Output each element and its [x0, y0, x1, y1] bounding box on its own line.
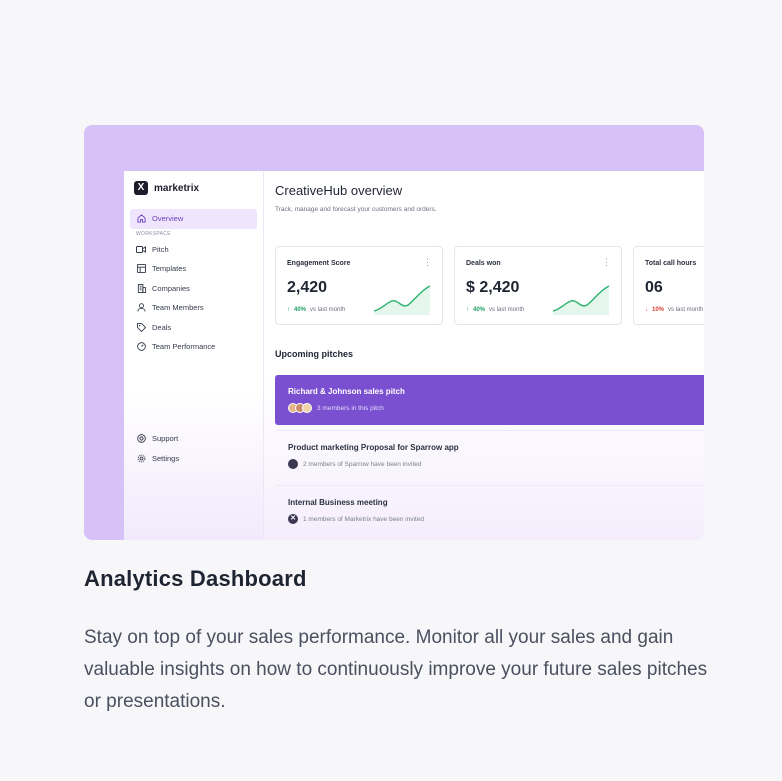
sidebar-item-templates[interactable]: Templates — [130, 259, 257, 279]
sidebar-item-team-performance[interactable]: Team Performance — [130, 337, 257, 357]
pitch-title: Richard & Johnson sales pitch — [288, 387, 405, 396]
pitch-members-text: 3 members in this pitch — [317, 404, 384, 412]
sidebar-item-deals[interactable]: Deals — [130, 318, 257, 338]
app-window: X marketrix Overview WORKSPACE Pitch — [124, 171, 704, 540]
template-icon — [136, 264, 146, 274]
pitch-members-text: 2 members of Sparrow have been invited — [303, 460, 422, 468]
arrow-up-icon: ↑ — [287, 307, 290, 313]
sidebar-nav: Overview WORKSPACE Pitch Templates — [130, 209, 257, 357]
trend-text: vs last month — [310, 307, 346, 313]
pitch-members-text: 1 members of Marketrix have been invited — [303, 515, 425, 523]
pitch-item[interactable]: Internal Business meeting ✕ 1 members of… — [275, 485, 704, 535]
page-subtitle: Track, manage and forecast your customer… — [275, 206, 437, 213]
stat-value: 06 — [645, 279, 663, 296]
trend-percent: 10% — [652, 307, 665, 313]
page-title: CreativeHub overview — [275, 183, 403, 198]
trend-percent: 40% — [294, 307, 307, 313]
logo[interactable]: X marketrix — [134, 181, 199, 195]
stat-value: 2,420 — [287, 279, 328, 296]
video-icon — [136, 244, 146, 254]
pitch-title: Internal Business meeting — [288, 498, 388, 507]
main-content: CreativeHub overview Track, manage and f… — [264, 171, 704, 540]
stat-card-call-hours[interactable]: Total call hours 06 ↓ 10% vs last month — [633, 246, 704, 325]
trend-text: vs last month — [668, 307, 704, 313]
sparkline — [552, 285, 610, 315]
stat-value: $ 2,420 — [466, 279, 520, 296]
workspace-label: WORKSPACE — [136, 230, 171, 237]
sidebar-item-support[interactable]: Support — [130, 429, 257, 449]
tag-icon — [136, 322, 146, 332]
sidebar-item-overview[interactable]: Overview — [130, 209, 257, 229]
more-vertical-icon[interactable]: ⋮ — [602, 257, 611, 267]
stat-card-deals-won[interactable]: Deals won ⋮ $ 2,420 ↑ 40% vs last month — [454, 246, 622, 325]
caption-heading: Analytics Dashboard — [84, 566, 307, 591]
upcoming-pitches-title: Upcoming pitches — [275, 349, 354, 359]
sidebar-item-label: Companies — [152, 283, 190, 293]
gauge-icon — [136, 342, 146, 352]
sidebar-item-label: Settings — [152, 453, 180, 463]
building-icon — [136, 283, 146, 293]
pitch-members: 3 members in this pitch — [288, 403, 384, 413]
pitch-item[interactable]: Product marketing Proposal for Sparrow a… — [275, 430, 704, 480]
arrow-down-icon: ↓ — [645, 307, 648, 313]
caption-description: Stay on top of your sales performance. M… — [84, 627, 708, 712]
sparkline — [373, 285, 431, 315]
pitch-members: ✕ 1 members of Marketrix have been invit… — [288, 514, 424, 524]
sidebar-item-pitch[interactable]: Pitch — [130, 240, 257, 260]
sidebar-bottom: Support Settings — [130, 429, 257, 468]
sidebar-item-label: Templates — [152, 264, 187, 274]
avatar — [302, 403, 312, 413]
sidebar-item-companies[interactable]: Companies — [130, 279, 257, 299]
sidebar-item-label: Team Members — [152, 303, 204, 313]
home-icon — [136, 214, 146, 224]
avatar-group — [288, 403, 312, 413]
trend-text: vs last month — [489, 307, 525, 313]
preview-card: X marketrix Overview WORKSPACE Pitch — [84, 125, 704, 540]
sidebar-item-label: Pitch — [152, 244, 169, 254]
stat-label: Total call hours — [645, 260, 697, 267]
sidebar-item-label: Team Performance — [152, 342, 216, 352]
logo-text: marketrix — [154, 182, 200, 194]
sidebar-item-label: Support — [152, 434, 179, 444]
pitch-members: 2 members of Sparrow have been invited — [288, 459, 422, 469]
stat-trend: ↑ 40% vs last month — [287, 307, 345, 313]
stat-label: Deals won — [466, 260, 501, 267]
trend-percent: 40% — [473, 307, 486, 313]
more-vertical-icon[interactable]: ⋮ — [423, 257, 432, 267]
sidebar-item-settings[interactable]: Settings — [130, 449, 257, 469]
avatar — [288, 459, 298, 469]
support-icon — [136, 434, 146, 444]
sidebar-item-team-members[interactable]: Team Members — [130, 298, 257, 318]
stat-card-engagement[interactable]: Engagement Score ⋮ 2,420 ↑ 40% vs last m… — [275, 246, 443, 325]
sidebar-item-label: Overview — [152, 214, 184, 224]
arrow-up-icon: ↑ — [466, 307, 469, 313]
stat-trend: ↑ 40% vs last month — [466, 307, 524, 313]
logo-x-icon: X — [134, 181, 148, 195]
stat-label: Engagement Score — [287, 260, 351, 267]
stat-trend: ↓ 10% vs last month — [645, 307, 703, 313]
pitch-item[interactable]: Richard & Johnson sales pitch 3 members … — [275, 375, 704, 425]
user-icon — [136, 303, 146, 313]
gear-icon — [136, 453, 146, 463]
marketrix-avatar-icon: ✕ — [288, 514, 298, 524]
sidebar: X marketrix Overview WORKSPACE Pitch — [124, 171, 264, 540]
pitch-title: Product marketing Proposal for Sparrow a… — [288, 443, 459, 452]
sidebar-item-label: Deals — [152, 322, 172, 332]
